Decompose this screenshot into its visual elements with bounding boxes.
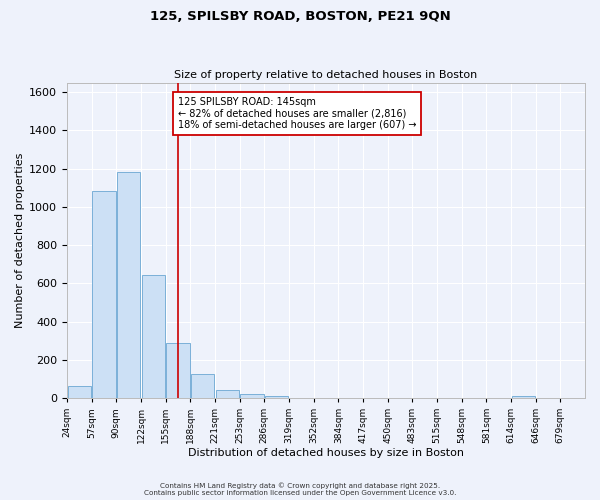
Bar: [191, 374, 214, 398]
Bar: [166, 344, 190, 398]
Title: Size of property relative to detached houses in Boston: Size of property relative to detached ho…: [175, 70, 478, 81]
Bar: [117, 172, 140, 398]
Text: Contains public sector information licensed under the Open Government Licence v3: Contains public sector information licen…: [144, 490, 456, 496]
Y-axis label: Number of detached properties: Number of detached properties: [15, 152, 25, 328]
Text: Contains HM Land Registry data © Crown copyright and database right 2025.: Contains HM Land Registry data © Crown c…: [160, 482, 440, 489]
Bar: [92, 190, 116, 398]
Bar: [68, 386, 91, 398]
Bar: [512, 396, 535, 398]
Bar: [240, 394, 264, 398]
Bar: [142, 274, 165, 398]
Text: 125, SPILSBY ROAD, BOSTON, PE21 9QN: 125, SPILSBY ROAD, BOSTON, PE21 9QN: [149, 10, 451, 23]
X-axis label: Distribution of detached houses by size in Boston: Distribution of detached houses by size …: [188, 448, 464, 458]
Text: 125 SPILSBY ROAD: 145sqm
← 82% of detached houses are smaller (2,816)
18% of sem: 125 SPILSBY ROAD: 145sqm ← 82% of detach…: [178, 97, 416, 130]
Bar: [215, 390, 239, 398]
Bar: [265, 396, 289, 398]
